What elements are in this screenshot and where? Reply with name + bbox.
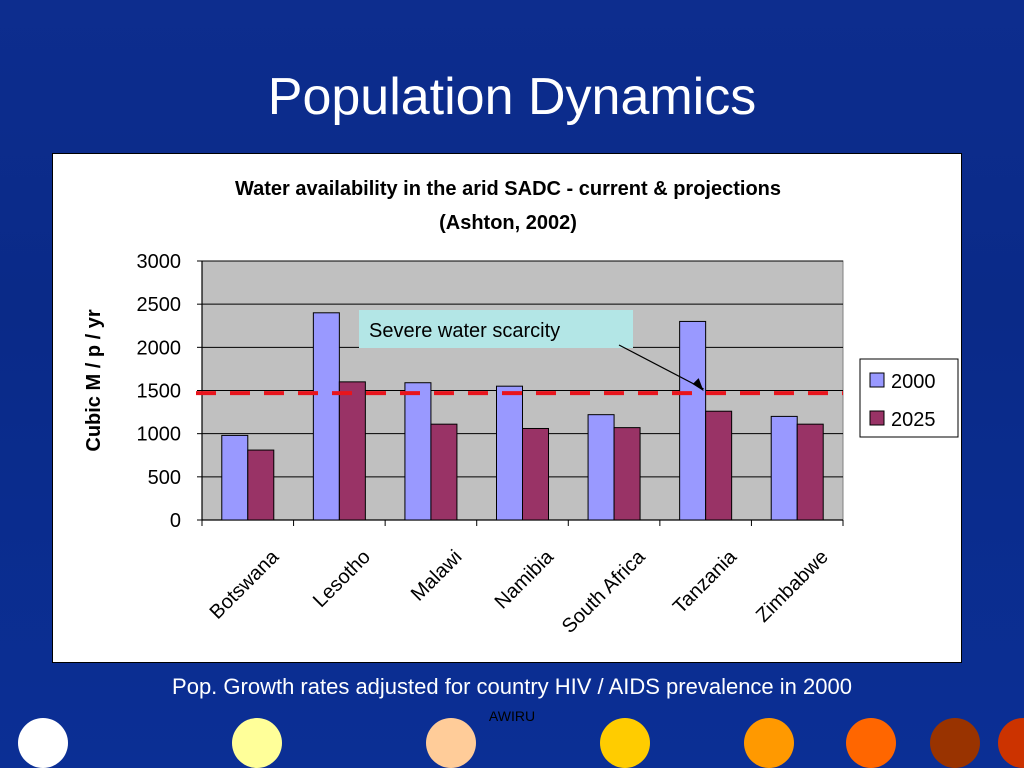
x-tick-label: Tanzania	[669, 545, 742, 618]
y-tick-label: 500	[148, 467, 181, 489]
slide-caption: Pop. Growth rates adjusted for country H…	[172, 674, 852, 699]
bar-2025	[247, 449, 275, 521]
legend-label: 2025	[891, 409, 936, 431]
bar-2025	[613, 427, 641, 521]
annotation-arrow	[618, 344, 704, 390]
x-tick-label: Botswana	[206, 545, 284, 623]
decorative-dot	[930, 718, 980, 768]
decorative-dot	[18, 718, 68, 768]
annotation-text: Severe water scarcity	[369, 320, 560, 342]
bar-2000	[679, 320, 707, 521]
bar-2000	[404, 382, 432, 521]
bar-2025	[705, 410, 733, 521]
slide-title: Population Dynamics	[267, 68, 757, 126]
decorative-dot	[426, 718, 476, 768]
chart-title: Water availability in the arid SADC - cu…	[235, 178, 781, 200]
bar-2025	[522, 427, 549, 521]
decorative-dot	[600, 718, 650, 768]
y-tick-label: 1500	[137, 381, 182, 403]
slide-footer: AWIRU	[488, 708, 536, 724]
decorative-dot	[846, 718, 896, 768]
bar-2025	[430, 423, 458, 521]
x-tick-label: Zimbabwe	[752, 546, 833, 627]
y-tick-label: 1000	[137, 424, 182, 446]
bar-chart: Water availability in the arid SADC - cu…	[83, 178, 959, 638]
x-tick-label: Namibia	[491, 545, 559, 613]
decorative-dot	[232, 718, 282, 768]
legend-swatch	[869, 372, 885, 388]
y-tick-label: 0	[170, 510, 181, 532]
x-tick-label: Malawi	[407, 546, 467, 606]
bar-2000	[770, 415, 798, 521]
bar-2000	[587, 414, 615, 521]
bar-2000	[312, 312, 340, 521]
bar-2000	[221, 434, 249, 521]
y-tick-label: 2000	[137, 337, 182, 359]
chart-area: Water availability in the arid SADC - cu…	[52, 153, 962, 663]
annotation-box	[359, 310, 633, 348]
x-tick-label: South Africa	[558, 545, 650, 637]
legend-label: 2000	[891, 371, 936, 393]
chart-subtitle: (Ashton, 2002)	[439, 212, 577, 234]
annotation-arrowhead	[692, 378, 704, 392]
legend-swatch	[869, 410, 885, 426]
x-tick-label: Lesotho	[309, 546, 375, 612]
y-tick-label: 3000	[137, 251, 182, 273]
bar-2025	[338, 381, 366, 521]
y-axis-label: Cubic M / p / yr	[83, 309, 105, 451]
decorative-dot	[744, 718, 794, 768]
y-tick-label: 2500	[137, 294, 182, 316]
bar-2000	[496, 385, 523, 521]
bar-2025	[796, 423, 824, 521]
